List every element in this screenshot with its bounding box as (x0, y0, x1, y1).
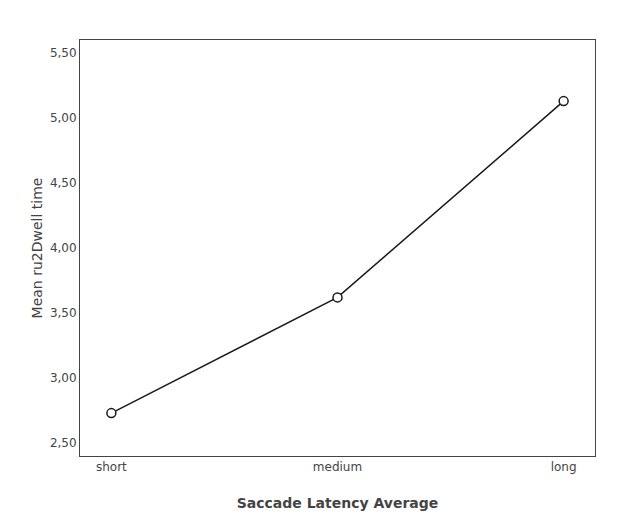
svg-text:Mean ru2Dwell time: Mean ru2Dwell time (29, 178, 45, 319)
svg-text:3,50: 3,50 (50, 306, 77, 320)
svg-text:4,50: 4,50 (50, 176, 77, 190)
svg-text:2,50: 2,50 (50, 436, 77, 450)
svg-text:Saccade Latency Average: Saccade Latency Average (237, 495, 439, 511)
svg-text:5,50: 5,50 (50, 46, 77, 60)
svg-text:5,00: 5,00 (50, 111, 77, 125)
svg-text:3,00: 3,00 (50, 371, 77, 385)
svg-text:short: short (96, 460, 127, 474)
svg-text:medium: medium (313, 460, 362, 474)
svg-text:4,00: 4,00 (50, 241, 77, 255)
svg-text:long: long (551, 460, 577, 474)
